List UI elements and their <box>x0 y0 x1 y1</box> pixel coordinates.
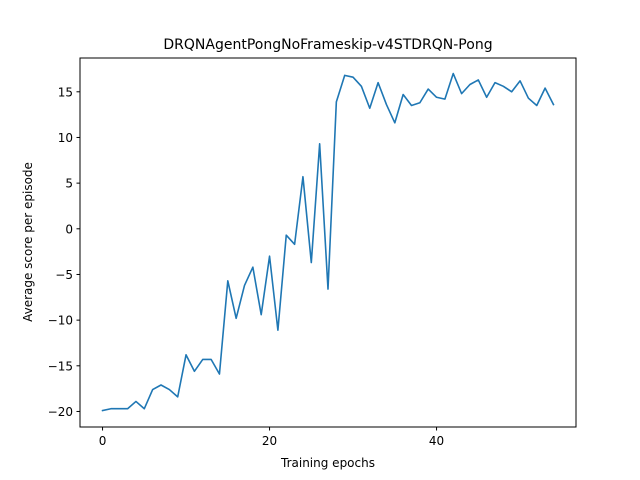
y-tick-label: 5 <box>65 177 73 191</box>
y-tick-label: 15 <box>58 85 73 99</box>
y-tick-label: 0 <box>65 222 73 236</box>
y-tick-label: −15 <box>48 359 73 373</box>
y-tick-label: −10 <box>48 314 73 328</box>
x-tick-label: 0 <box>99 434 107 448</box>
axis-ticks: 0 20 40 −20 −15 −10 −5 0 5 10 15 <box>48 85 445 448</box>
y-tick-label: −20 <box>48 405 73 419</box>
series-line-0 <box>101 72 555 412</box>
x-tick-label: 40 <box>429 434 444 448</box>
chart-title: DRQNAgentPongNoFrameskip-v4STDRQN-Pong <box>163 37 492 53</box>
y-tick-label: −5 <box>55 268 73 282</box>
y-axis-label: Average score per episode <box>21 162 35 322</box>
x-tick-label: 20 <box>262 434 277 448</box>
y-tick-label: 10 <box>58 131 73 145</box>
plot-area <box>101 72 555 412</box>
x-axis-label: Training epochs <box>280 456 375 470</box>
plot-frame <box>79 57 577 428</box>
